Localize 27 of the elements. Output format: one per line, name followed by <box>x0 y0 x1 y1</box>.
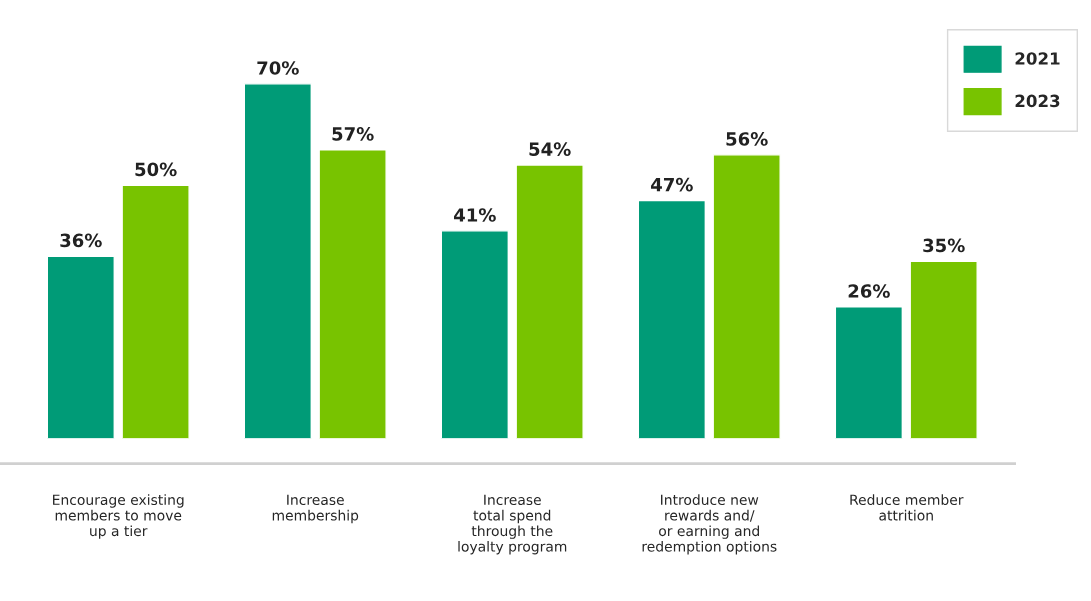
bar <box>243 83 312 439</box>
bar <box>712 154 781 439</box>
bar <box>834 306 904 439</box>
x-tick-label: Increase membership <box>272 494 359 524</box>
data-label: 50% <box>135 162 177 177</box>
data-label: 70% <box>257 61 299 75</box>
data-label: 47% <box>651 177 693 192</box>
bar <box>515 164 584 439</box>
x-tick-label: Reduce member attrition <box>850 494 964 521</box>
x-tick-label: Increase total spend through the loyalty program <box>458 494 567 555</box>
data-label: 36% <box>60 233 102 248</box>
bar <box>318 149 387 439</box>
legend-label: 2023 <box>1015 94 1060 108</box>
x-tick-label: Introduce new rewards and/ or earning and redemption options <box>642 494 777 555</box>
data-label: 41% <box>454 208 496 222</box>
data-label: 57% <box>332 127 374 141</box>
data-label: 56% <box>726 132 768 146</box>
x-tick-label: Encourage existing members to move up a tier <box>53 494 184 539</box>
bar <box>440 230 509 439</box>
bar <box>46 255 115 439</box>
legend-label: 2021 <box>1015 52 1060 65</box>
bar <box>909 260 978 439</box>
data-label: 54% <box>529 142 571 156</box>
data-label: 26% <box>848 284 890 298</box>
bar <box>121 184 190 439</box>
bar <box>637 199 707 439</box>
data-label: 35% <box>923 238 965 253</box>
